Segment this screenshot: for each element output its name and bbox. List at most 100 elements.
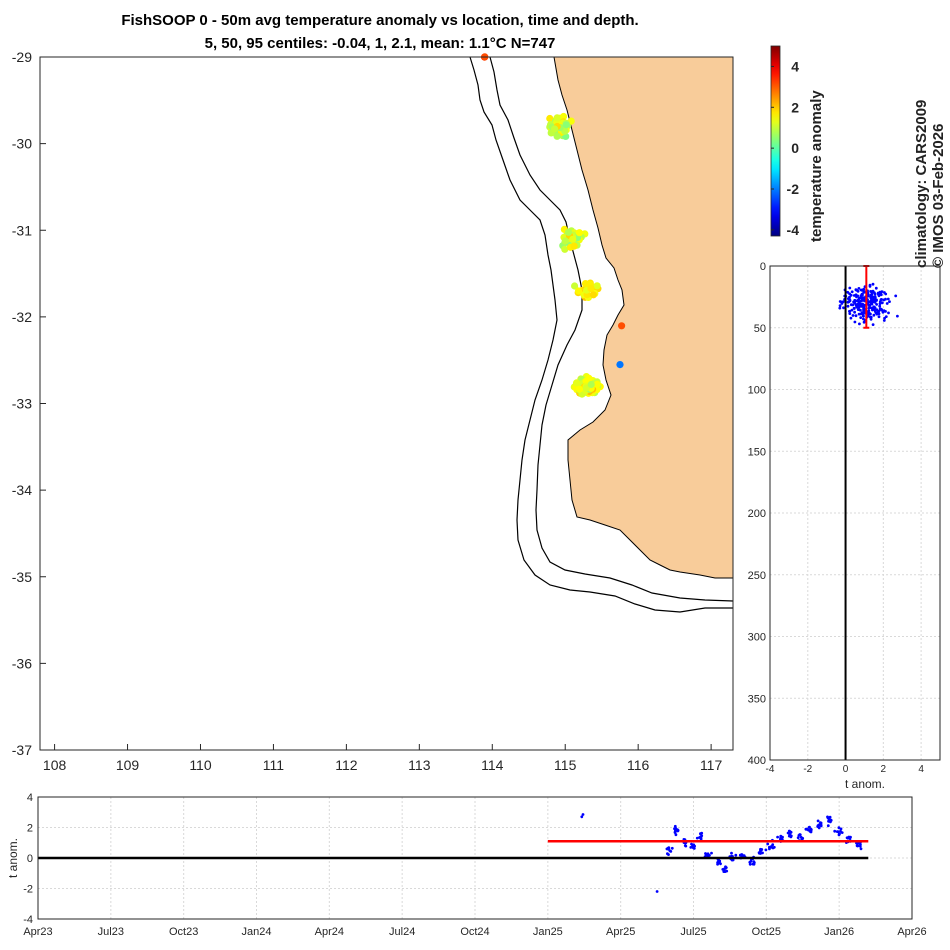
ts-point	[761, 851, 764, 855]
depth-point	[869, 312, 872, 316]
ts-point	[710, 851, 713, 855]
depth-point	[862, 320, 866, 324]
ts-point	[856, 842, 859, 846]
ts-point	[734, 853, 738, 857]
depth-point	[868, 306, 872, 309]
depth-point	[851, 314, 855, 317]
map-x-tick-label: 116	[627, 757, 650, 773]
depth-point	[876, 310, 880, 314]
depth-point	[871, 282, 875, 286]
depth-point	[868, 285, 872, 288]
depth-point	[873, 306, 877, 309]
depth-y-tick-label: 50	[754, 323, 766, 335]
depth-point	[853, 310, 856, 314]
depth-point	[857, 296, 861, 300]
ts-y-tick-label: -2	[23, 884, 33, 896]
ts-point	[698, 836, 701, 839]
map-y-tick-label: -34	[12, 482, 32, 498]
depth-point	[887, 311, 890, 315]
depth-point	[896, 314, 899, 318]
ts-x-tick-label: Oct25	[752, 926, 781, 938]
ts-point	[674, 826, 678, 830]
colorbar-tick-label: 0	[791, 140, 799, 156]
depth-profile-panel: -4 -2 0 2 4 0 50 100 150 200 250 300 350 400 t anom.	[748, 261, 941, 791]
depth-point	[869, 317, 873, 321]
ts-point	[706, 852, 710, 856]
ts-x-tick-label: Jul24	[389, 926, 415, 938]
depth-point	[885, 302, 889, 305]
depth-point	[882, 309, 886, 313]
ts-point	[580, 815, 584, 819]
ts-x-tick-label: Jan24	[242, 926, 272, 938]
depth-point	[854, 288, 858, 292]
ts-point	[674, 833, 678, 837]
ts-point	[819, 821, 822, 825]
depth-point	[884, 315, 888, 318]
colorbar-tick-label: -4	[787, 222, 800, 238]
ts-x-tick-label: Jan25	[533, 926, 563, 938]
ts-point	[771, 846, 775, 850]
ts-point	[719, 862, 722, 866]
map-x-tick-label: 114	[481, 757, 504, 773]
depth-point	[873, 292, 877, 296]
ts-x-tick-label: Apr26	[897, 926, 926, 938]
depth-point	[878, 307, 882, 311]
depth-point	[862, 317, 865, 321]
map-point	[551, 125, 559, 133]
map-point	[553, 114, 561, 122]
colorbar-label: temperature anomaly	[808, 90, 825, 242]
ts-point	[759, 847, 762, 851]
ts-point	[723, 870, 726, 873]
depth-point	[857, 312, 861, 316]
map-point	[571, 282, 579, 290]
map-point	[573, 379, 581, 387]
map-point	[587, 380, 595, 389]
depth-x-tick-label: 4	[918, 764, 924, 775]
map-x-tick-label: 111	[263, 757, 284, 773]
ts-point	[839, 829, 842, 833]
map-y-tick-label: -37	[12, 742, 32, 758]
ts-point	[724, 866, 728, 869]
ts-point	[740, 853, 744, 857]
depth-point	[871, 289, 875, 293]
depth-point	[850, 290, 854, 294]
chart-title-line2: 5, 50, 95 centiles: -0.04, 1, 2.1, mean:…	[204, 35, 556, 52]
map-point	[562, 121, 570, 129]
bathymetry-contour-1000m	[489, 56, 734, 602]
map-point	[561, 237, 569, 245]
ts-y-tick-label: -4	[23, 914, 33, 926]
climatology-credit: climatology: CARS2009	[913, 99, 930, 268]
depth-point	[854, 304, 858, 307]
ts-point	[725, 869, 729, 873]
depth-point	[859, 316, 863, 319]
map-x-tick-label: 109	[116, 757, 140, 773]
ts-axes-box	[37, 796, 913, 920]
depth-point	[871, 323, 875, 326]
ts-point	[836, 830, 840, 834]
ts-point	[581, 813, 585, 816]
ts-x-tick-label: Apr24	[315, 926, 344, 938]
ts-point	[667, 853, 670, 856]
ts-point	[839, 827, 843, 831]
depth-x-tick-label: -2	[803, 764, 812, 775]
depth-point	[858, 322, 861, 326]
depth-point	[869, 296, 873, 300]
depth-axes-box	[769, 265, 941, 761]
map-y-tick-label: -30	[12, 136, 32, 152]
map-x-tick-label: 115	[554, 757, 577, 773]
map-point	[570, 242, 578, 250]
depth-y-tick-label: 350	[748, 693, 766, 705]
ts-point	[704, 852, 707, 855]
depth-point	[858, 303, 862, 307]
depth-point	[874, 286, 878, 290]
map-point	[575, 385, 584, 393]
map-y-tick-label: -33	[12, 396, 32, 412]
ts-point	[655, 890, 659, 893]
depth-point	[838, 306, 842, 310]
ts-point	[699, 832, 702, 836]
ts-point	[683, 844, 687, 847]
depth-point	[848, 292, 851, 296]
depth-point	[868, 303, 872, 307]
depth-point	[861, 312, 865, 316]
depth-point	[846, 290, 850, 294]
